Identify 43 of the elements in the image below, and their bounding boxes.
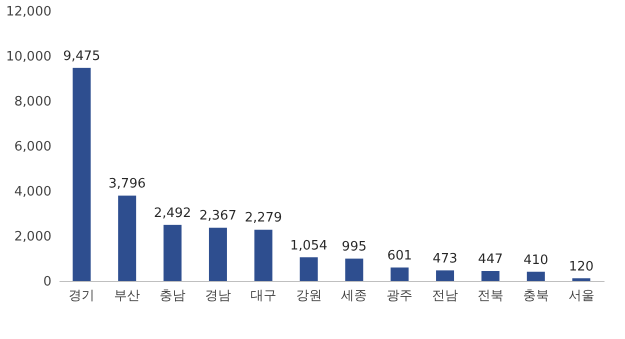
bar [345,258,364,281]
x-tick-label: 전남 [432,288,458,304]
data-label: 2,367 [199,208,237,224]
x-tick-label: 경기 [68,288,95,304]
y-tick-label: 0 [43,274,52,290]
bar [208,228,227,281]
y-tick-label: 10,000 [6,50,52,64]
bar [481,270,500,281]
data-label: 410 [523,252,548,268]
data-label: 3,796 [108,176,146,192]
bar [436,270,454,281]
data-label: 2,279 [244,210,282,226]
x-tick-label: 충남 [160,288,186,304]
x-tick-label: 대구 [250,288,276,304]
data-label: 447 [478,252,503,267]
bar [390,267,409,281]
x-tick-label: 부산 [114,288,140,304]
data-label: 9,475 [63,48,100,64]
y-tick-label: 2,000 [14,230,52,244]
bar [572,278,590,281]
bar [164,224,182,281]
x-tick-label: 서울 [568,288,594,304]
data-label: 601 [387,248,412,264]
y-tick-label: 8,000 [14,94,52,110]
x-tick-label: 경남 [204,288,231,304]
bar [300,257,318,281]
y-tick-label: 4,000 [14,184,52,200]
bar [254,230,272,281]
data-label: 1,054 [290,238,328,254]
bar [118,196,136,281]
y-tick-label: 12,000 [6,4,52,20]
x-tick-label: 세종 [341,288,368,304]
y-tick-label: 6,000 [14,140,52,154]
bar [72,68,91,281]
data-label: 120 [568,259,594,274]
data-label: 473 [432,251,458,266]
data-label: 995 [342,240,367,255]
data-label: 2,492 [154,206,192,221]
x-tick-label: 광주 [386,288,413,304]
x-tick-label: 전북 [477,288,504,304]
x-tick-label: 충북 [522,288,549,304]
bar [526,272,545,281]
x-tick-label: 강원 [296,288,322,304]
